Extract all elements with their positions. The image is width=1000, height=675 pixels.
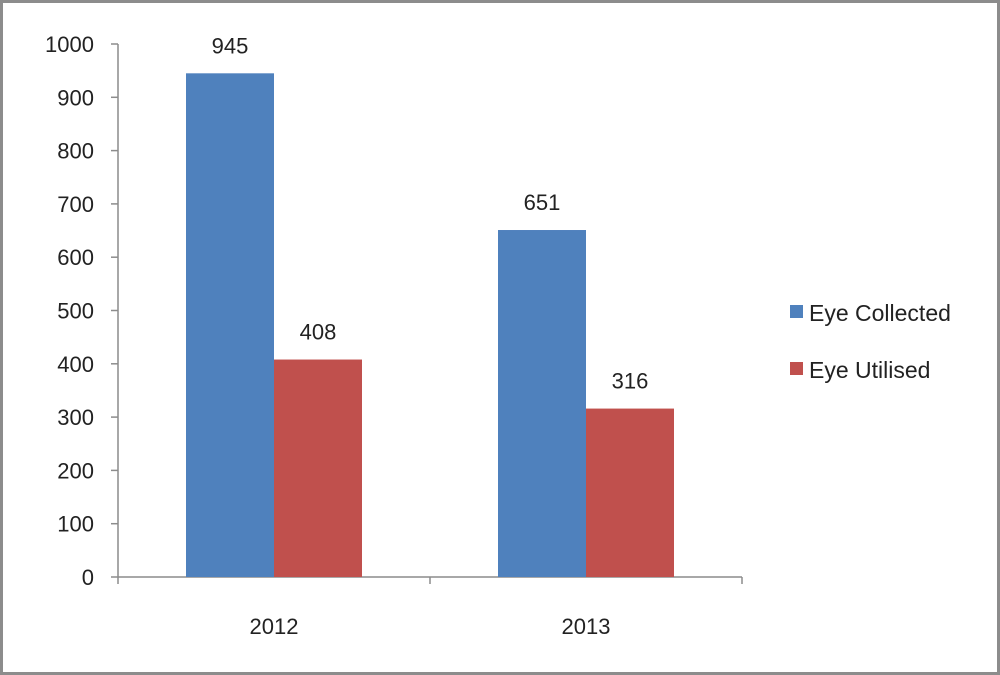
bar [274, 359, 362, 577]
y-tick-label: 800 [57, 139, 94, 164]
bars-group [186, 73, 674, 577]
bar [498, 230, 586, 577]
y-tick-label: 400 [57, 352, 94, 377]
legend-label: Eye Utilised [809, 357, 930, 383]
y-tick-label: 600 [57, 245, 94, 270]
y-tick-label: 700 [57, 192, 94, 217]
y-tick-label: 100 [57, 512, 94, 537]
data-label: 651 [524, 190, 561, 215]
legend-swatch [790, 362, 803, 375]
y-tick-label: 500 [57, 299, 94, 324]
y-tick-label: 900 [57, 85, 94, 110]
bar [186, 73, 274, 577]
data-label: 408 [300, 320, 337, 345]
y-axis: 0 100 200 300 400 500 600 700 800 900 1000 [45, 32, 119, 590]
y-tick-label: 0 [82, 565, 94, 590]
y-tick-label: 1000 [45, 32, 94, 57]
legend-swatch [790, 305, 803, 318]
bar [586, 408, 674, 577]
data-label: 945 [212, 33, 249, 58]
legend: Eye Collected Eye Utilised [790, 300, 951, 383]
x-axis: 2012 2013 [117, 576, 743, 639]
y-tick-label: 300 [57, 405, 94, 430]
x-tick-label: 2013 [562, 614, 611, 639]
x-tick-label: 2012 [250, 614, 299, 639]
data-label: 316 [612, 369, 649, 394]
y-tick-label: 200 [57, 458, 94, 483]
data-labels-group: 945 408 651 316 [212, 33, 649, 393]
legend-label: Eye Collected [809, 300, 951, 326]
